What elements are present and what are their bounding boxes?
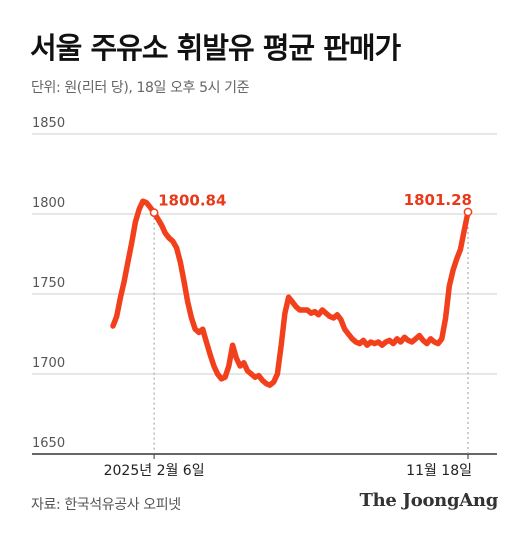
y-tick-label: 1850 (32, 116, 65, 131)
y-tick-label: 1700 (32, 356, 65, 371)
x-tick-label: 2025년 2월 6일 (104, 463, 205, 479)
price-line (110, 198, 471, 388)
y-tick-label: 1750 (32, 276, 65, 291)
peak-marker (149, 208, 159, 218)
y-tick-label: 1650 (32, 436, 65, 451)
x-tick-label: 11월 18일 (406, 463, 472, 479)
source-note: 자료: 한국석유공사 오피넷 (31, 497, 181, 513)
chart-title: 서울 주유소 휘발유 평균 판매가 (30, 31, 401, 65)
chart-subtitle: 단위: 원(리터 당), 18일 오후 5시 기준 (31, 80, 250, 96)
peak-value-label: 1800.84 (158, 192, 226, 210)
peak-marker (463, 207, 473, 217)
brand-logo: The JoongAng (359, 490, 499, 511)
peak-value-label: 1801.28 (404, 191, 472, 209)
y-tick-label: 1800 (32, 196, 65, 211)
